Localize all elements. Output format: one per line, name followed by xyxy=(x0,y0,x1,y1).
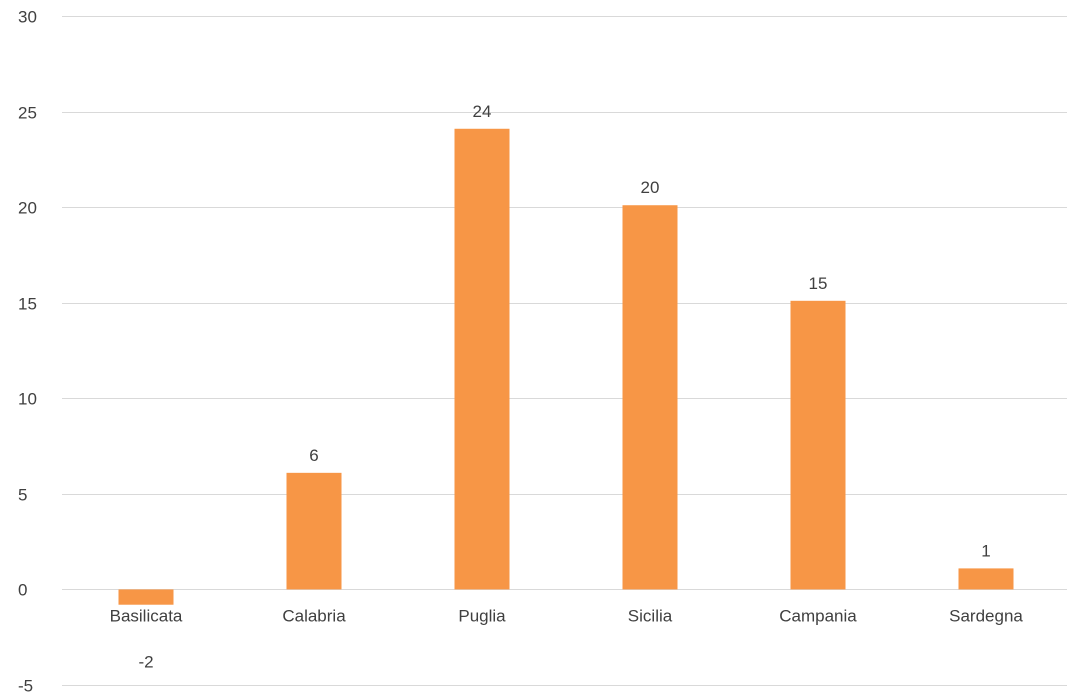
data-label: 24 xyxy=(473,102,492,121)
bar-sardegna xyxy=(958,568,1014,590)
y-tick-label: 5 xyxy=(18,486,27,505)
y-tick-label: 30 xyxy=(18,8,37,27)
bar-basilicata xyxy=(118,589,174,605)
y-tick-label: 10 xyxy=(18,390,37,409)
bar-puglia xyxy=(454,128,510,590)
data-label: 1 xyxy=(981,541,990,560)
y-axis-ticks: 30 25 20 15 10 5 0 -5 xyxy=(18,8,37,693)
y-tick-label: 25 xyxy=(18,104,37,123)
y-tick-label: -5 xyxy=(18,677,33,693)
data-labels: -2 6 24 20 15 1 xyxy=(138,102,990,672)
category-label: Basilicata xyxy=(110,606,183,625)
bars xyxy=(118,128,1014,605)
y-tick-label: 20 xyxy=(18,199,37,218)
category-label: Campania xyxy=(779,606,857,625)
y-tick-label: 0 xyxy=(18,581,27,600)
data-label: -2 xyxy=(138,653,153,672)
bar-campania xyxy=(790,300,846,590)
category-labels: Basilicata Calabria Puglia Sicilia Campania S… xyxy=(110,606,1024,625)
category-label: Puglia xyxy=(458,606,506,625)
data-label: 15 xyxy=(809,274,828,293)
category-label: Calabria xyxy=(282,606,346,625)
data-label: 6 xyxy=(309,446,318,465)
category-label: Sicilia xyxy=(628,606,673,625)
y-tick-label: 15 xyxy=(18,295,37,314)
data-label: 20 xyxy=(641,178,660,197)
gridlines xyxy=(62,16,1067,686)
bar-calabria xyxy=(286,472,342,590)
bar-sicilia xyxy=(622,205,678,590)
category-label: Sardegna xyxy=(949,606,1023,625)
